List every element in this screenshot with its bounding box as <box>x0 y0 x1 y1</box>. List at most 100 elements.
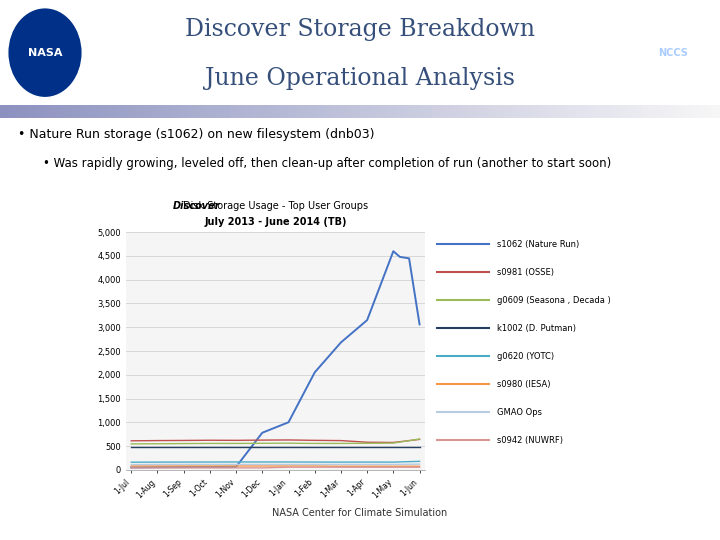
Bar <box>526 105 533 118</box>
Text: k1002 (D. Putman): k1002 (D. Putman) <box>497 323 576 333</box>
Text: NASA: NASA <box>28 48 62 58</box>
Bar <box>662 105 670 118</box>
Bar <box>518 105 526 118</box>
Bar <box>252 105 259 118</box>
Bar <box>605 105 612 118</box>
Bar <box>677 105 684 118</box>
Bar <box>418 105 425 118</box>
Bar <box>230 105 238 118</box>
Text: s0981 (OSSE): s0981 (OSSE) <box>497 268 554 276</box>
Bar <box>497 105 504 118</box>
Bar <box>216 105 223 118</box>
Text: NCCS: NCCS <box>658 48 688 58</box>
Text: June Operational Analysis: June Operational Analysis <box>205 68 515 91</box>
Bar <box>36 105 43 118</box>
Bar <box>367 105 374 118</box>
Text: • Was rapidly growing, leveled off, then clean-up after completion of run (anoth: • Was rapidly growing, leveled off, then… <box>43 157 611 170</box>
Bar <box>14 105 22 118</box>
Bar <box>22 105 29 118</box>
Text: Discover Storage Breakdown: Discover Storage Breakdown <box>185 18 535 41</box>
Bar <box>202 105 209 118</box>
Bar <box>576 105 583 118</box>
Bar <box>144 105 151 118</box>
Bar <box>547 105 554 118</box>
Bar <box>446 105 454 118</box>
Bar <box>43 105 50 118</box>
Bar <box>482 105 490 118</box>
Bar <box>317 105 324 118</box>
Text: NASA Center for Climate Simulation: NASA Center for Climate Simulation <box>272 508 448 518</box>
Bar <box>382 105 389 118</box>
Bar <box>619 105 626 118</box>
Bar <box>468 105 475 118</box>
Bar <box>331 105 338 118</box>
Bar <box>374 105 382 118</box>
Bar <box>50 105 58 118</box>
Bar <box>324 105 331 118</box>
Bar <box>698 105 706 118</box>
Bar <box>475 105 482 118</box>
Bar <box>554 105 562 118</box>
Bar <box>173 105 180 118</box>
Bar <box>706 105 713 118</box>
Text: • Nature Run storage (s1062) on new filesystem (dnb03): • Nature Run storage (s1062) on new file… <box>18 128 374 141</box>
Bar <box>223 105 230 118</box>
Bar <box>425 105 432 118</box>
Bar <box>432 105 439 118</box>
Bar <box>511 105 518 118</box>
Bar <box>684 105 691 118</box>
Bar <box>187 105 194 118</box>
Text: g0609 (Seasona , Decada ): g0609 (Seasona , Decada ) <box>497 296 611 305</box>
Bar <box>403 105 410 118</box>
Bar <box>396 105 403 118</box>
Bar <box>194 105 202 118</box>
Bar <box>360 105 367 118</box>
Bar <box>108 105 115 118</box>
Bar <box>302 105 310 118</box>
Bar <box>454 105 461 118</box>
Text: s0942 (NUWRF): s0942 (NUWRF) <box>497 436 563 445</box>
Text: g0620 (YOTC): g0620 (YOTC) <box>497 352 554 361</box>
Bar <box>612 105 619 118</box>
Bar <box>598 105 605 118</box>
Bar <box>151 105 158 118</box>
Bar <box>245 105 252 118</box>
Text: s1062 (Nature Run): s1062 (Nature Run) <box>497 240 579 248</box>
Bar <box>504 105 511 118</box>
Bar <box>569 105 576 118</box>
Bar <box>670 105 677 118</box>
Bar <box>115 105 122 118</box>
Bar <box>130 105 137 118</box>
Bar <box>72 105 79 118</box>
Bar <box>58 105 65 118</box>
Bar <box>655 105 662 118</box>
Bar <box>158 105 166 118</box>
Bar <box>238 105 245 118</box>
Bar <box>338 105 346 118</box>
Bar <box>533 105 540 118</box>
Bar <box>346 105 353 118</box>
Bar <box>180 105 187 118</box>
Bar <box>137 105 144 118</box>
Text: Disk Storage Usage - Top User Groups: Disk Storage Usage - Top User Groups <box>183 201 368 211</box>
Bar <box>641 105 648 118</box>
Bar <box>79 105 86 118</box>
Bar <box>713 105 720 118</box>
Text: s0980 (IESA): s0980 (IESA) <box>497 380 550 389</box>
Bar <box>281 105 288 118</box>
Text: Discover: Discover <box>173 201 220 211</box>
Bar <box>266 105 274 118</box>
Bar <box>122 105 130 118</box>
Bar <box>691 105 698 118</box>
Bar <box>439 105 446 118</box>
Bar <box>634 105 641 118</box>
Bar <box>209 105 216 118</box>
Bar <box>490 105 497 118</box>
Bar <box>353 105 360 118</box>
Bar <box>540 105 547 118</box>
Bar <box>295 105 302 118</box>
Circle shape <box>8 8 82 98</box>
Bar <box>166 105 173 118</box>
Bar <box>626 105 634 118</box>
Bar <box>101 105 108 118</box>
